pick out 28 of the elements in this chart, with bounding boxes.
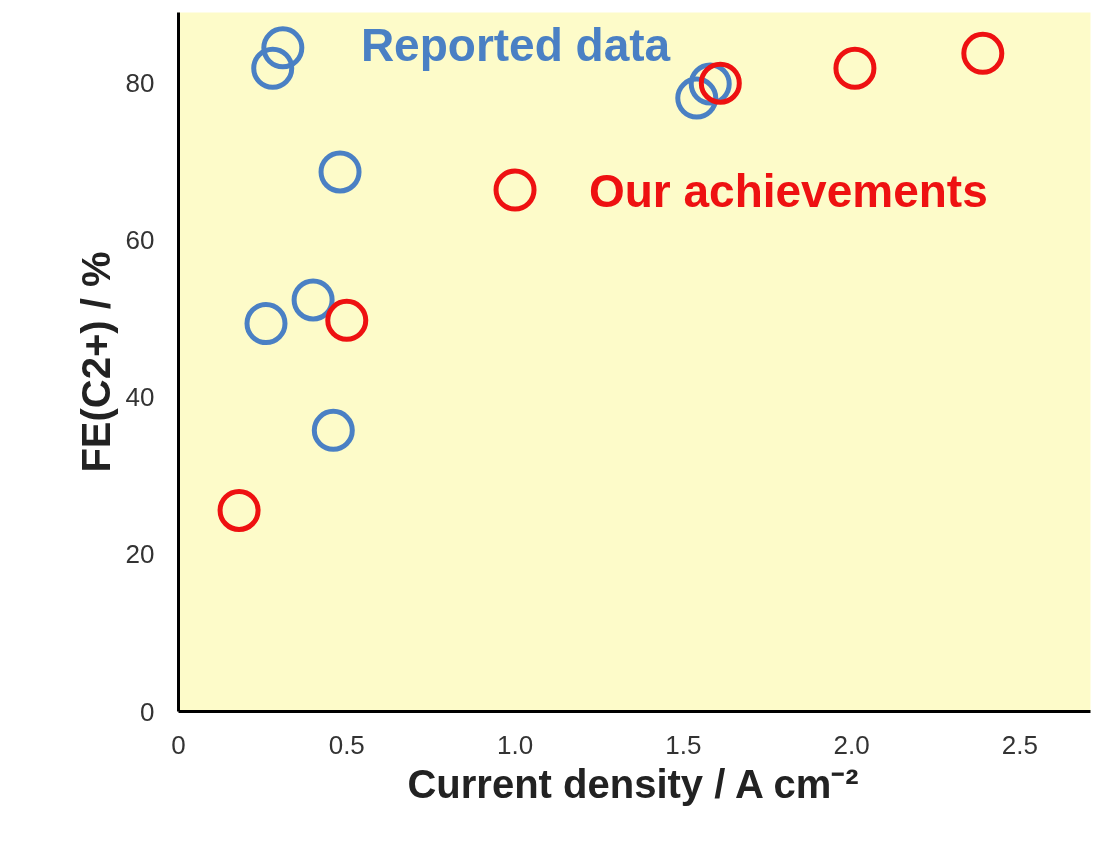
- point: [261, 26, 305, 70]
- point: [251, 46, 295, 90]
- point: [961, 31, 1005, 75]
- x-tick-label: 1.5: [665, 729, 702, 760]
- point: [311, 408, 355, 452]
- y-tick-label: 80: [125, 68, 155, 99]
- point: [493, 168, 537, 212]
- x-tick-label: 1.0: [496, 729, 534, 760]
- point: [698, 61, 742, 105]
- x-tick-label: 0: [171, 729, 186, 760]
- point: [217, 488, 261, 532]
- x-tick-label: 0.5: [328, 729, 365, 760]
- point: [675, 76, 719, 120]
- point: [833, 46, 877, 90]
- point: [325, 298, 369, 342]
- series-label: Reported data: [360, 19, 671, 72]
- y-tick-label: 20: [125, 539, 155, 570]
- y-tick-label: 60: [125, 225, 155, 256]
- point: [318, 150, 362, 194]
- x-tick-label: 2.0: [833, 729, 870, 760]
- y-axis-title: FE(C2+) / %: [73, 251, 118, 473]
- y-tick-label: 0: [140, 696, 155, 727]
- x-tick-label: 2.5: [1001, 729, 1038, 760]
- y-tick-label: 40: [125, 382, 155, 413]
- point: [244, 302, 288, 345]
- point: [291, 278, 335, 322]
- series-label: Our achievements: [588, 164, 988, 217]
- x-axis-title: Current density / A cm⁻²: [407, 761, 859, 806]
